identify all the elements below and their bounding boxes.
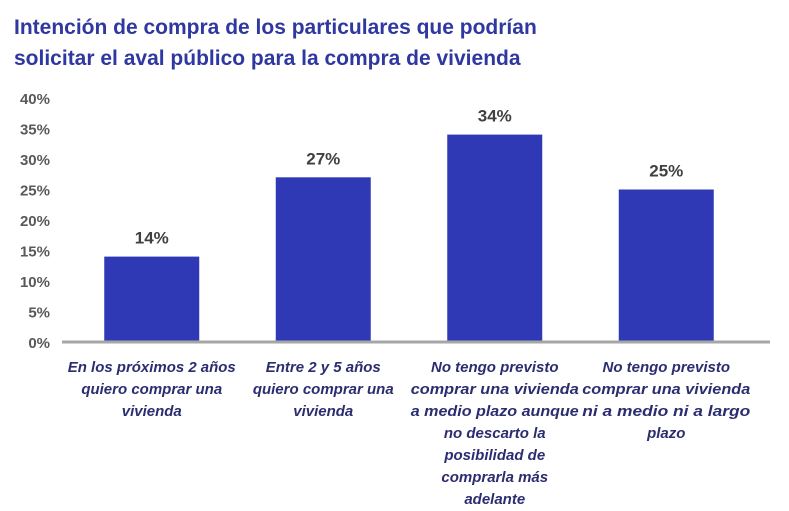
data-label: 25%: [649, 162, 683, 181]
x-tick-label: No tengo previsto: [602, 359, 730, 376]
x-tick-label: comprar una vivienda: [582, 381, 750, 398]
y-tick-label: 35%: [20, 122, 50, 139]
x-tick-label: comprar una vivienda: [411, 381, 579, 398]
x-tick-label: a medio plazo aunque: [411, 403, 579, 420]
x-tick-label: quiero comprar una: [81, 381, 222, 398]
x-tick-label: ni a medio ni a largo: [582, 403, 750, 420]
x-tick-label: Entre 2 y 5 años: [266, 359, 381, 376]
bar: [447, 134, 543, 342]
x-tick-label: posibilidad de: [443, 447, 545, 464]
chart-title-line: solicitar el aval público para la compra…: [14, 47, 521, 70]
bar: [275, 177, 371, 342]
chart-title: Intención de compra de los particulares …: [14, 12, 774, 74]
data-label: 27%: [306, 149, 340, 168]
bar: [104, 256, 200, 342]
y-tick-label: 30%: [20, 152, 50, 169]
data-label: 14%: [135, 229, 169, 248]
data-label: 34%: [478, 107, 512, 126]
x-tick-label: vivienda: [122, 403, 182, 420]
y-tick-label: 40%: [20, 91, 50, 108]
x-tick-label: En los próximos 2 años: [68, 359, 236, 376]
bar: [618, 189, 714, 342]
x-tick-label: adelante: [464, 491, 525, 508]
x-tick-label: plazo: [646, 425, 685, 442]
y-tick-label: 5%: [28, 305, 50, 322]
y-tick-label: 20%: [20, 213, 50, 230]
y-tick-label: 10%: [20, 274, 50, 291]
y-tick-label: 25%: [20, 183, 50, 200]
chart-title-line: Intención de compra de los particulares …: [14, 16, 537, 39]
x-tick-label: No tengo previsto: [431, 359, 559, 376]
x-tick-label: comprarla más: [441, 469, 548, 486]
x-tick-label: no descarto la: [444, 425, 546, 442]
y-tick-label: 15%: [20, 244, 50, 261]
x-tick-label: vivienda: [293, 403, 353, 420]
x-tick-label: quiero comprar una: [253, 381, 394, 398]
y-tick-label: 0%: [28, 335, 50, 352]
